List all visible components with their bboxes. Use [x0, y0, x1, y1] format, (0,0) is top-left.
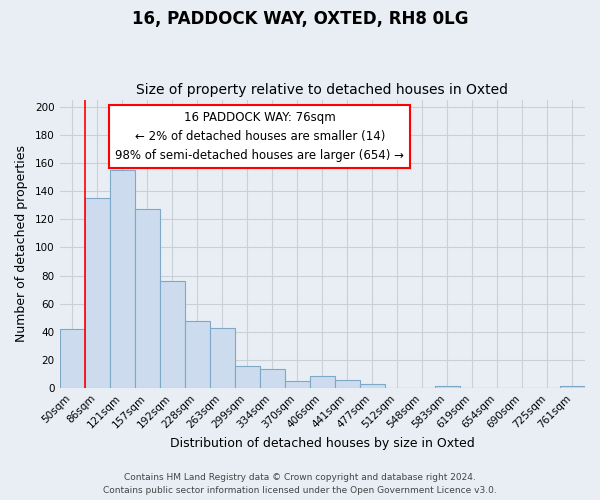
Bar	[335, 380, 360, 388]
Bar	[235, 366, 260, 388]
Bar	[260, 368, 285, 388]
X-axis label: Distribution of detached houses by size in Oxted: Distribution of detached houses by size …	[170, 437, 475, 450]
Text: Contains HM Land Registry data © Crown copyright and database right 2024.
Contai: Contains HM Land Registry data © Crown c…	[103, 474, 497, 495]
Bar	[85, 198, 110, 388]
Bar	[185, 320, 209, 388]
Y-axis label: Number of detached properties: Number of detached properties	[15, 146, 28, 342]
Bar	[285, 382, 310, 388]
Bar	[110, 170, 134, 388]
Bar	[560, 386, 585, 388]
Bar	[360, 384, 385, 388]
Bar	[134, 210, 160, 388]
Bar	[209, 328, 235, 388]
Bar	[160, 282, 185, 389]
Bar	[435, 386, 460, 388]
Text: 16, PADDOCK WAY, OXTED, RH8 0LG: 16, PADDOCK WAY, OXTED, RH8 0LG	[132, 10, 468, 28]
Title: Size of property relative to detached houses in Oxted: Size of property relative to detached ho…	[136, 83, 508, 97]
Bar	[310, 376, 335, 388]
Text: 16 PADDOCK WAY: 76sqm
← 2% of detached houses are smaller (14)
98% of semi-detac: 16 PADDOCK WAY: 76sqm ← 2% of detached h…	[115, 111, 404, 162]
Bar	[59, 329, 85, 388]
